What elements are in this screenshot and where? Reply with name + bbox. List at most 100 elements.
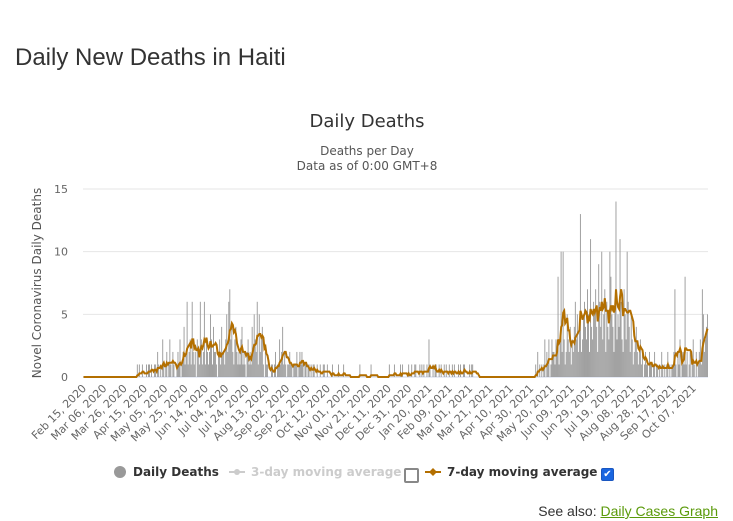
bar — [601, 251, 603, 377]
bar — [208, 364, 209, 377]
bar — [216, 364, 218, 377]
daily-cases-graph-link[interactable]: Daily Cases Graph — [600, 503, 719, 519]
bar — [643, 364, 645, 377]
bar — [613, 351, 615, 377]
bar — [301, 351, 303, 377]
bar — [246, 351, 248, 377]
bar — [393, 364, 395, 377]
bar — [626, 251, 628, 377]
bar — [243, 351, 245, 377]
bar — [194, 351, 196, 377]
bar — [294, 364, 296, 377]
legend-item-daily-deaths[interactable]: Daily Deaths — [114, 465, 219, 479]
bar — [242, 364, 244, 377]
bar — [434, 364, 436, 377]
bar — [589, 351, 591, 377]
bar — [686, 351, 688, 377]
bar — [550, 364, 552, 377]
bar — [535, 364, 537, 377]
bar — [674, 289, 676, 377]
bar — [408, 364, 410, 377]
legend-label: 3-day moving average — [251, 465, 401, 479]
bar — [227, 351, 229, 377]
bar — [187, 364, 189, 377]
toggle-7day-average-checkbox[interactable]: ✔ — [601, 468, 614, 481]
bar — [281, 351, 283, 377]
bar — [555, 339, 557, 377]
bar — [616, 339, 618, 377]
bar — [682, 351, 684, 377]
bar — [213, 326, 214, 377]
bar — [610, 276, 612, 377]
bar — [238, 351, 240, 377]
bar — [186, 301, 188, 377]
bar — [635, 326, 637, 377]
bar — [597, 351, 599, 377]
bar — [402, 364, 404, 377]
bar — [289, 351, 291, 377]
bar — [608, 339, 610, 377]
y-tick-label: 15 — [54, 183, 68, 196]
bar — [182, 351, 184, 377]
bar — [252, 351, 254, 377]
legend-label: Daily Deaths — [133, 465, 219, 479]
7day-average-line — [83, 289, 709, 378]
bar — [300, 364, 302, 377]
bar — [629, 351, 631, 377]
bar — [644, 351, 646, 377]
bar — [240, 339, 242, 377]
bar — [239, 364, 241, 377]
bar — [698, 351, 700, 377]
bar — [552, 351, 554, 377]
legend-item-7day-average[interactable]: 7-day moving average — [425, 465, 597, 479]
bar — [659, 364, 661, 377]
bar — [587, 289, 588, 377]
bar — [250, 364, 252, 377]
bar — [688, 364, 690, 377]
bar — [638, 351, 640, 377]
bar — [576, 314, 578, 377]
bar — [572, 351, 574, 377]
bar — [209, 351, 210, 377]
bar — [651, 364, 653, 377]
bar — [304, 364, 306, 377]
bar — [603, 314, 605, 377]
bar — [288, 364, 290, 377]
bar — [237, 364, 239, 377]
bar — [307, 364, 309, 377]
bar — [170, 364, 172, 377]
bar — [553, 351, 555, 377]
bar — [157, 351, 159, 377]
bar — [200, 339, 202, 377]
bar — [305, 364, 307, 377]
bar — [628, 326, 630, 377]
y-tick-label: 0 — [61, 371, 68, 384]
legend-marker-icon — [234, 469, 240, 475]
bar — [575, 339, 577, 377]
bar — [622, 351, 624, 377]
bar — [627, 301, 629, 377]
bar — [298, 364, 300, 377]
bar — [220, 364, 222, 377]
bar — [331, 364, 333, 377]
bar — [235, 326, 237, 377]
bar — [703, 351, 705, 377]
bar — [338, 364, 339, 377]
bar — [625, 339, 627, 377]
toggle-3day-average-checkbox[interactable] — [404, 468, 419, 483]
bar — [201, 364, 203, 377]
bar — [189, 339, 191, 377]
bar — [214, 351, 216, 377]
legend-item-3day-average[interactable]: 3-day moving average — [229, 465, 401, 479]
bar — [261, 326, 263, 377]
bar — [672, 364, 674, 377]
bar — [607, 326, 609, 377]
bar — [590, 239, 592, 377]
bar — [679, 339, 681, 377]
bar — [215, 351, 217, 377]
bar — [565, 351, 567, 377]
bar — [689, 351, 691, 377]
bar — [254, 339, 256, 377]
bar — [279, 339, 281, 377]
